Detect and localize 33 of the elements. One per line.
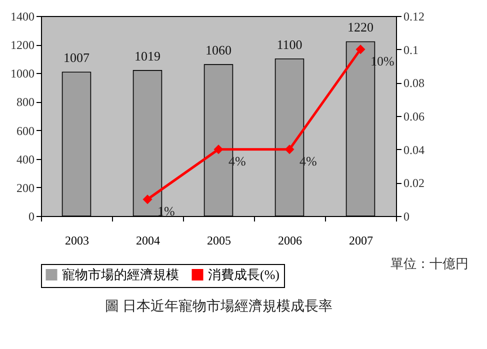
y2-tick-label: 0.02 (404, 176, 424, 190)
legend-label: 寵物市場的經濟規模 (62, 266, 179, 282)
y2-tick-label: 0.12 (404, 10, 424, 24)
point (284, 144, 294, 154)
x-tick-label: 2003 (65, 234, 89, 248)
y2-tick-label: 0 (404, 210, 410, 224)
x-tick-label: 2004 (136, 234, 160, 248)
data-label: 1100 (276, 36, 302, 52)
y2-tick-label: 0.1 (404, 42, 418, 57)
y-tick-label: 400 (16, 152, 34, 166)
y-tick-label: 600 (16, 124, 34, 138)
y2-tick-label: 0.06 (404, 110, 424, 124)
y-tick-label: 200 (16, 180, 34, 195)
x-tick-label: 2005 (207, 234, 231, 248)
point (214, 144, 224, 154)
y-tick-label: 0 (28, 210, 34, 224)
y2-tick-label: 0.04 (404, 142, 424, 157)
y2-tick-label: 0.08 (404, 76, 424, 90)
x-tick-label: 2007 (349, 234, 373, 248)
data-label: 1220 (348, 20, 374, 35)
y-tick-label: 800 (16, 95, 34, 110)
text: 圖 日本近年寵物市場經濟規模成長率 (104, 298, 332, 314)
y-tick-label: 1200 (10, 38, 34, 52)
y-tick-label: 1400 (10, 10, 34, 24)
data-label: 1019 (134, 48, 160, 64)
point (142, 194, 152, 204)
x-tick-label: 2006 (278, 234, 302, 248)
data-label: 1060 (206, 42, 232, 58)
point (356, 44, 366, 54)
data-label: 1007 (64, 50, 90, 66)
legend-label: 消費成長(%) (208, 266, 280, 282)
text: 單位：十億円 (390, 256, 468, 271)
y-tick-label: 1000 (10, 66, 34, 81)
